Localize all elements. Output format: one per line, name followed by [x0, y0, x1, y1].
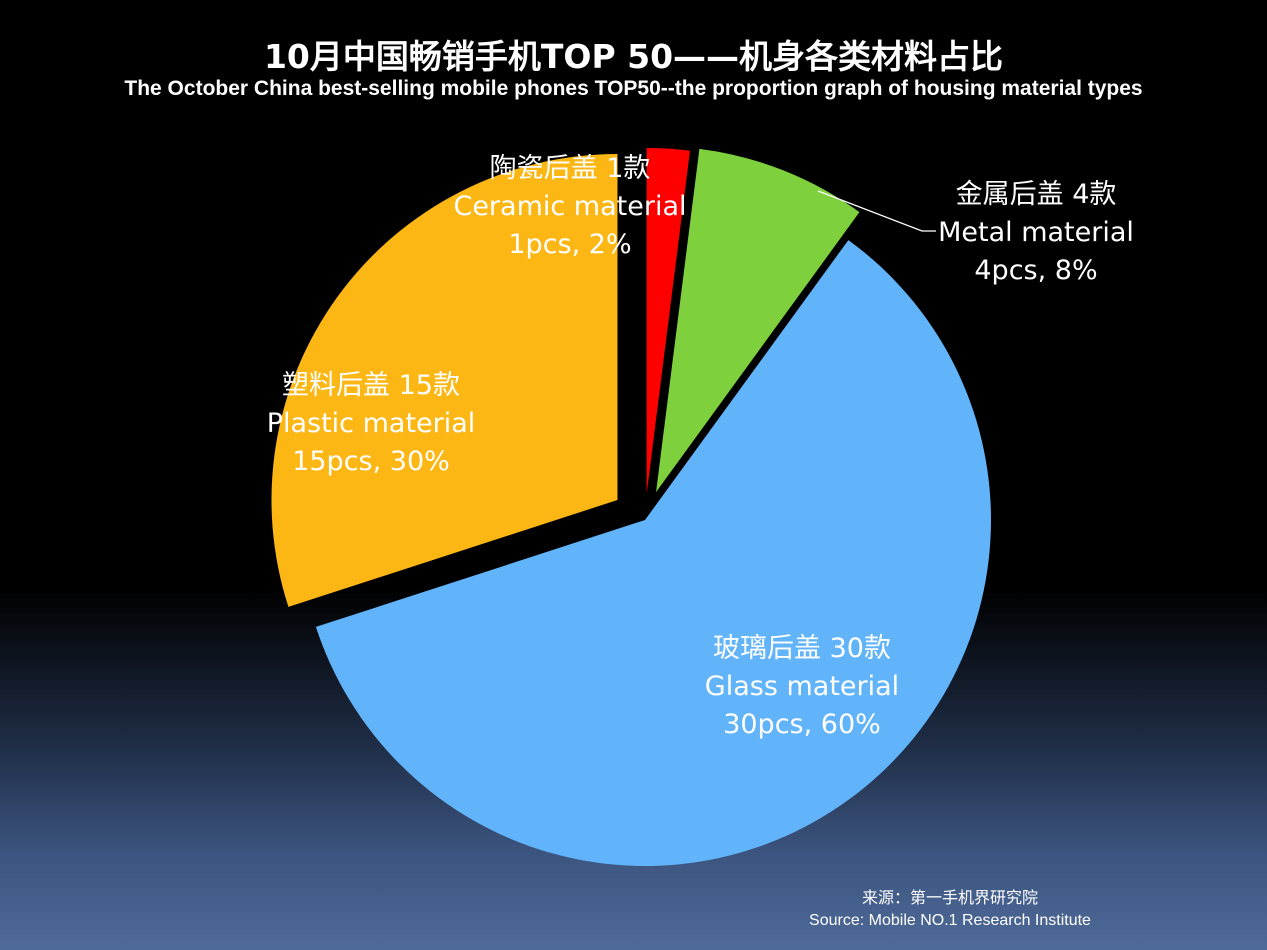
plastic-label-en: Plastic material [266, 408, 476, 439]
chart-subtitle: The October China best-selling mobile ph… [124, 77, 1143, 100]
plastic-slice [271, 154, 618, 607]
metal-slice [656, 148, 860, 493]
metal-leader-line [817, 190, 936, 232]
plastic-label-cn: 塑料后盖 15款 [282, 370, 460, 401]
metal-label-detail: 4pcs, 8% [974, 255, 1098, 286]
ceramic-label-cn: 陶瓷后盖 1款 [489, 153, 651, 184]
ceramic-slice [646, 148, 690, 495]
metal-label-en: Metal material [938, 217, 1134, 248]
glass-label-cn: 玻璃后盖 30款 [713, 633, 891, 664]
ceramic-label-en: Ceramic material [453, 191, 687, 222]
glass-slice [315, 240, 991, 866]
ceramic-label-detail: 1pcs, 2% [508, 229, 632, 260]
ceramic-slice-label: 陶瓷后盖 1款 Ceramic material 1pcs, 2% [440, 150, 700, 264]
source-cn: 来源：第一手机界研究院 [861, 890, 1038, 907]
glass-label-detail: 30pcs, 60% [723, 709, 881, 740]
chart-title: 10月中国畅销手机TOP 50——机身各类材料占比 [263, 37, 1004, 76]
metal-label-cn: 金属后盖 4款 [955, 179, 1117, 210]
plastic-label-detail: 15pcs, 30% [292, 446, 450, 477]
glass-label-en: Glass material [704, 671, 900, 702]
plastic-slice-label: 塑料后盖 15款 Plastic material 15pcs, 30% [251, 367, 491, 481]
source-en: Source: Mobile NO.1 Research Institute [809, 912, 1091, 929]
metal-slice-label: 金属后盖 4款 Metal material 4pcs, 8% [926, 176, 1146, 290]
source-note: 来源：第一手机界研究院 Source: Mobile NO.1 Research… [760, 888, 1140, 932]
glass-slice-label: 玻璃后盖 30款 Glass material 30pcs, 60% [672, 630, 932, 744]
